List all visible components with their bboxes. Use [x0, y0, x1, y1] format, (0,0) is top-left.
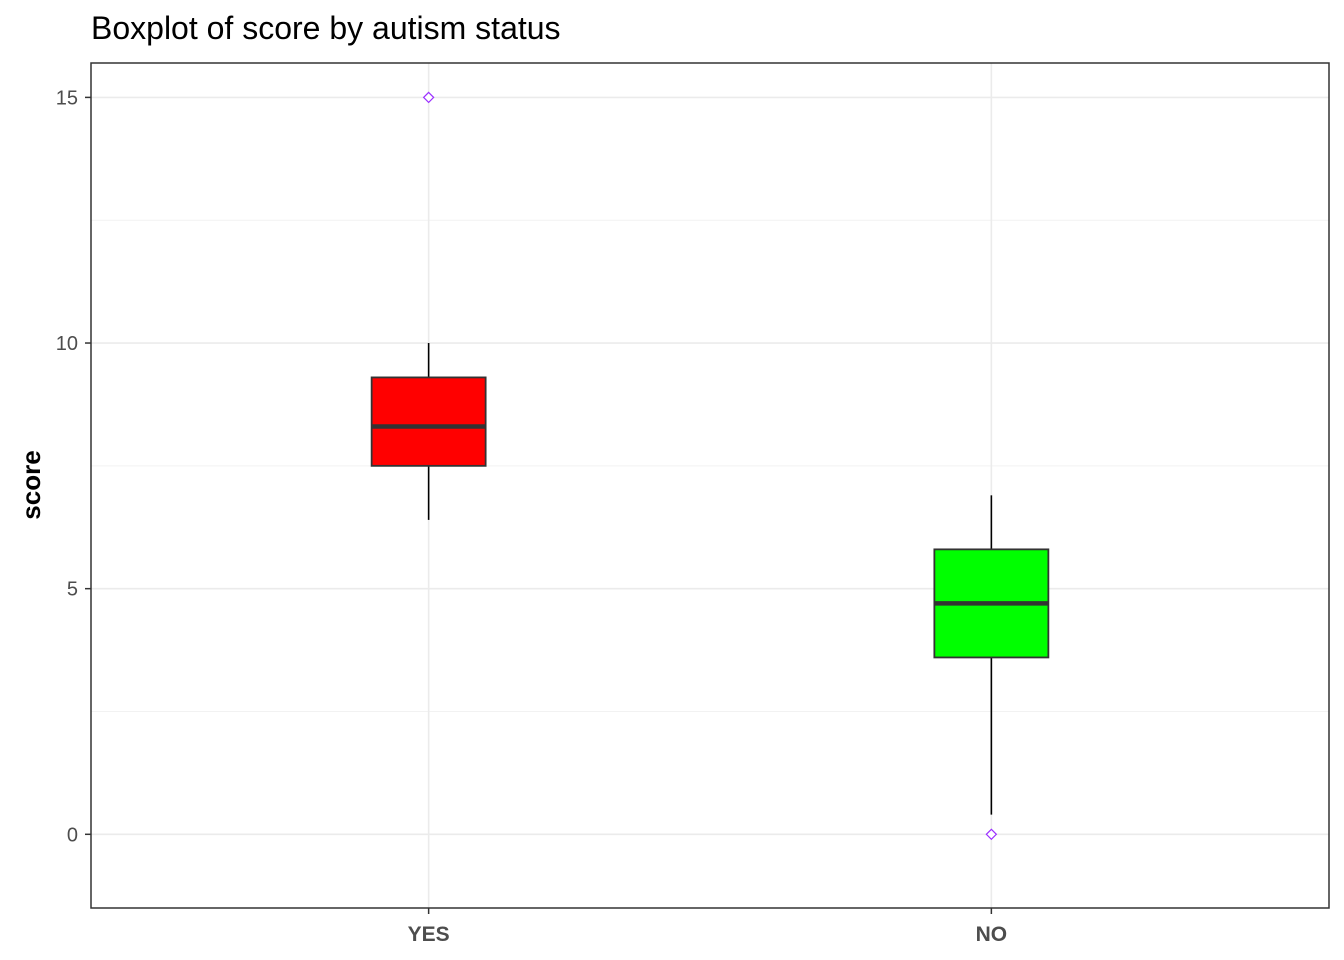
y-tick-label: 5	[67, 579, 78, 601]
chart-title: Boxplot of score by autism status	[91, 10, 561, 46]
box-no	[933, 495, 1050, 841]
plot-panel-border	[90, 62, 1330, 909]
boxes	[370, 91, 1050, 841]
x-tick-label: NO	[976, 923, 1008, 946]
y-tick-label: 10	[56, 333, 78, 355]
y-tick-label: 15	[56, 87, 78, 109]
box-iqr	[370, 376, 487, 467]
axes: 0 5 10 15 YES NO	[56, 87, 1007, 946]
y-tick-label: 0	[67, 824, 78, 846]
outlier-point	[422, 91, 435, 104]
outlier-point	[985, 828, 998, 841]
y-axis-title: score	[16, 450, 46, 519]
x-tick-label: YES	[408, 923, 450, 946]
plot-panel-background	[91, 63, 1329, 908]
grid-lines	[91, 63, 1329, 908]
box-yes	[370, 91, 487, 520]
